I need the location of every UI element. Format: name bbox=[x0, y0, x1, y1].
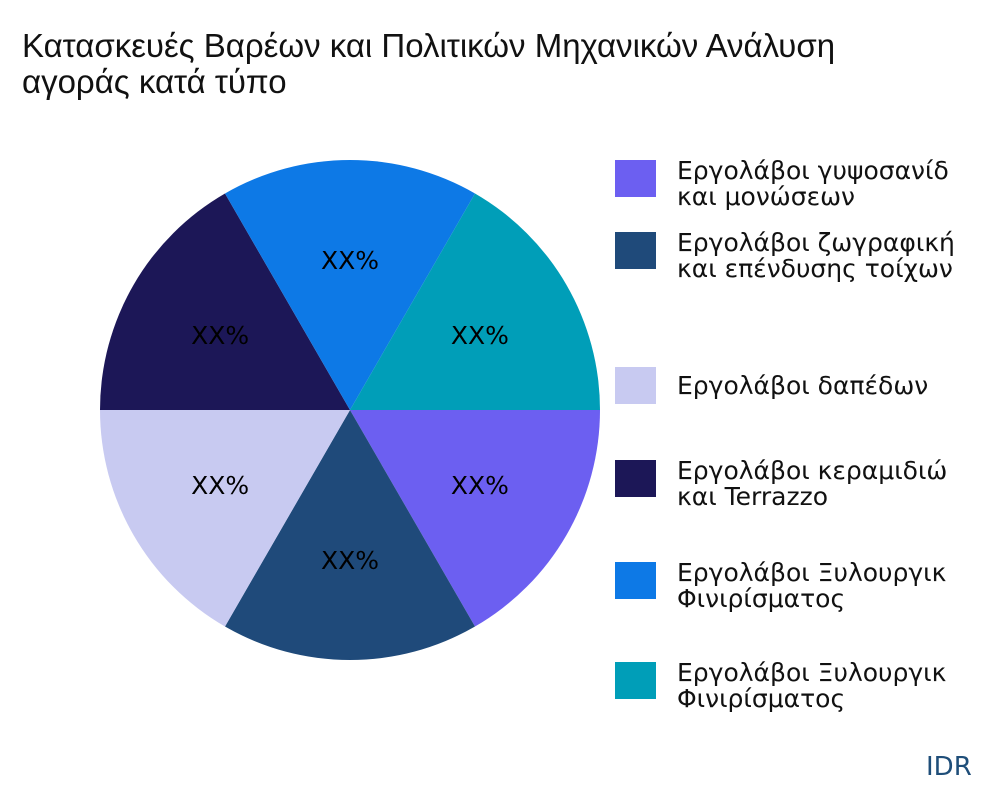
legend-swatch bbox=[615, 232, 656, 269]
legend-item: Εργολάβοι ζωγραφική και επένδυσης τοίχων bbox=[615, 230, 1000, 290]
legend-swatch bbox=[615, 367, 656, 404]
pie-slice bbox=[100, 410, 350, 627]
legend-item: Εργολάβοι Ξυλουργικ Φινιρίσματος bbox=[615, 660, 1000, 720]
legend-item: Εργολάβοι γυψοσανίδ και μονώσεων bbox=[615, 158, 1000, 218]
slice-data-label: XX% bbox=[191, 471, 249, 500]
pie-slice bbox=[350, 193, 600, 410]
legend-swatch bbox=[615, 662, 656, 699]
legend-item: Εργολάβοι δαπέδων bbox=[615, 365, 1000, 425]
slice-data-label: XX% bbox=[451, 471, 509, 500]
pie-slice bbox=[100, 193, 350, 410]
chart-title: Κατασκευές Βαρέων και Πολιτικών Μηχανικώ… bbox=[22, 28, 835, 100]
legend-swatch bbox=[615, 160, 656, 197]
legend-item: Εργολάβοι κεραμιδιώ και Terrazzo bbox=[615, 458, 1000, 518]
legend-label: Εργολάβοι κεραμιδιώ και Terrazzo bbox=[677, 456, 948, 511]
slice-data-label: XX% bbox=[451, 321, 509, 350]
legend-label: Εργολάβοι Ξυλουργικ Φινιρίσματος bbox=[677, 558, 947, 613]
legend-label: Εργολάβοι δαπέδων bbox=[677, 371, 929, 400]
pie-slice bbox=[225, 410, 475, 660]
legend-swatch bbox=[615, 460, 656, 497]
legend-label: Εργολάβοι Ξυλουργικ Φινιρίσματος bbox=[677, 658, 947, 713]
pie-slice bbox=[350, 410, 600, 627]
slice-data-label: XX% bbox=[321, 546, 379, 575]
legend: Εργολάβοι γυψοσανίδ και μονώσεων Εργολάβο… bbox=[615, 158, 1000, 738]
legend-label: Εργολάβοι γυψοσανίδ και μονώσεων bbox=[677, 158, 949, 211]
slice-data-label: XX% bbox=[191, 321, 249, 350]
chart-title-line: αγοράς κατά τύπο bbox=[22, 63, 287, 100]
slice-data-label: XX% bbox=[321, 246, 379, 275]
legend-label: Εργολάβοι ζωγραφική και επένδυσης τοίχων bbox=[677, 228, 955, 283]
pie-slice bbox=[225, 160, 475, 410]
brand-logo-text: IDR bbox=[926, 752, 972, 782]
legend-item: Εργολάβοι Ξυλουργικ Φινιρίσματος bbox=[615, 560, 1000, 620]
chart-title-line: Κατασκευές Βαρέων και Πολιτικών Μηχανικώ… bbox=[22, 27, 836, 64]
legend-swatch bbox=[615, 562, 656, 599]
